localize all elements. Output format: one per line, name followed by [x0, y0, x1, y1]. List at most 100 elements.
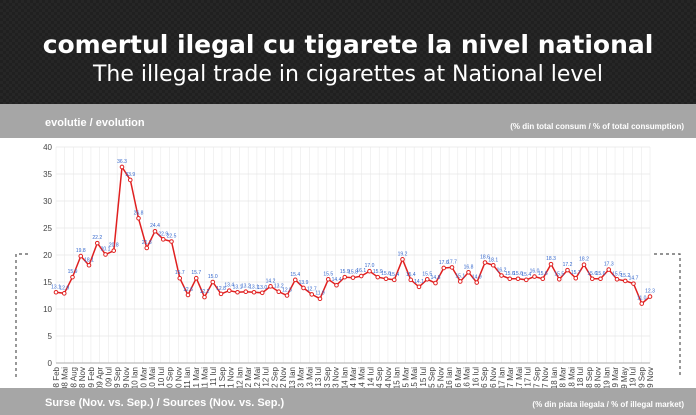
- data-point: [334, 282, 339, 288]
- data-label: 24.4: [150, 223, 160, 229]
- x-tick-label: 12 Nov: [279, 367, 288, 388]
- chart-grid: [55, 146, 651, 364]
- y-tick-label: 30: [43, 197, 52, 206]
- data-point: [127, 177, 133, 183]
- data-point: [647, 294, 653, 299]
- data-point: [284, 293, 290, 298]
- x-tick-label: 19 May: [620, 367, 629, 388]
- x-tick-label: 12 Mai: [253, 367, 262, 388]
- x-tick-label: 09 Nov: [122, 367, 131, 388]
- data-label: 19.2: [398, 251, 408, 257]
- data-label: 17.2: [563, 262, 573, 268]
- data-label: 16.0: [530, 269, 540, 275]
- data-label: 12.3: [645, 289, 655, 295]
- x-tick-label: 17 Mai: [515, 367, 524, 388]
- data-point: [598, 276, 603, 282]
- data-point: [301, 285, 306, 291]
- data-point: [350, 275, 356, 280]
- data-point: [515, 276, 521, 282]
- series-markers: [53, 164, 653, 306]
- data-label: 15.4: [290, 272, 300, 278]
- x-tick-label: 16 Sep: [480, 366, 489, 388]
- data-point: [70, 274, 75, 280]
- data-point: [367, 268, 372, 274]
- footer-band: Surse (Nov. vs. Sep.) / Sources (Nov. vs…: [0, 388, 696, 415]
- data-label: 22.9: [158, 231, 168, 237]
- x-tick-label: 16 Nov: [489, 367, 498, 388]
- x-tick-label: 15 Mar: [401, 367, 410, 388]
- x-tick-label: 15 Mai: [410, 367, 419, 388]
- y-tick-label: 15: [43, 278, 52, 287]
- x-tick-label: 18 Nov: [594, 367, 603, 388]
- data-point: [408, 277, 414, 283]
- data-point: [614, 277, 620, 282]
- x-tick-label: 16 Mar: [454, 367, 463, 388]
- data-label: 20.1: [101, 246, 111, 252]
- data-label: 17.3: [604, 262, 614, 268]
- data-point: [53, 289, 59, 295]
- data-point: [193, 275, 199, 281]
- x-tick-label: 09 Sep: [113, 366, 122, 388]
- data-point: [342, 274, 348, 280]
- y-axis: 0 5 10 15 20 25 30 35 40: [43, 143, 52, 368]
- data-point: [622, 278, 628, 284]
- data-point: [317, 296, 323, 302]
- y-tick-label: 20: [43, 251, 52, 260]
- x-tick-label: 11 Sep: [218, 366, 227, 388]
- data-point: [119, 164, 125, 170]
- data-label: 15.4: [406, 272, 416, 278]
- data-point: [532, 274, 537, 279]
- x-tick-label: 16 Mai: [463, 367, 472, 388]
- x-tick-label: 14 Nov: [384, 367, 393, 388]
- data-label: 12.7: [307, 286, 317, 292]
- x-tick-label: 13 Mai: [305, 367, 314, 388]
- data-point: [292, 277, 298, 283]
- x-tick-label: 10 Iul: [157, 367, 166, 387]
- data-point: [185, 292, 191, 298]
- data-label: 13.2: [274, 284, 284, 290]
- data-point: [391, 277, 397, 283]
- x-tick-label: 15 Nov: [436, 367, 445, 388]
- data-point: [235, 289, 240, 295]
- data-label: 15.8: [348, 270, 358, 276]
- data-label: 22.2: [92, 235, 102, 241]
- x-tick-label: 08 Mai: [61, 367, 70, 388]
- data-point: [111, 248, 117, 253]
- data-label: 15.5: [612, 271, 622, 277]
- y-tick-label: 25: [43, 224, 52, 233]
- data-point: [94, 240, 100, 246]
- data-label: 15.6: [505, 271, 515, 277]
- data-label: 12.8: [216, 286, 226, 292]
- x-tick-label: 14 Mar: [349, 367, 358, 388]
- data-label: 14.2: [266, 278, 276, 284]
- x-tick-label: 11 Mai: [201, 367, 210, 388]
- data-point: [276, 289, 282, 295]
- data-label: 18.6: [480, 255, 490, 261]
- data-label: 14.8: [431, 275, 441, 281]
- data-point: [210, 279, 216, 285]
- data-point: [226, 288, 232, 293]
- x-tick-label: 12 Sep: [270, 366, 279, 388]
- data-label: 18.1: [488, 257, 498, 263]
- data-point: [268, 284, 273, 289]
- data-label: 15.0: [208, 274, 218, 280]
- data-point: [152, 228, 158, 234]
- data-point: [556, 277, 562, 282]
- data-point: [325, 277, 331, 282]
- data-label: 13.1: [233, 284, 243, 290]
- data-point: [449, 265, 455, 270]
- data-point: [540, 276, 546, 282]
- data-point: [507, 276, 513, 282]
- data-label: 15.2: [620, 273, 630, 279]
- data-point: [177, 275, 183, 281]
- data-label: 15.7: [175, 270, 185, 276]
- data-label: 12.2: [200, 289, 210, 295]
- x-tick-label: 15 Iul: [419, 367, 428, 387]
- data-point: [243, 289, 249, 295]
- data-point: [86, 262, 92, 268]
- data-label: 15.6: [513, 271, 523, 277]
- data-label: 19.8: [76, 248, 86, 254]
- data-point: [375, 274, 381, 280]
- data-label: 26.8: [134, 210, 144, 216]
- x-tick-label: 19 Nov: [646, 367, 655, 388]
